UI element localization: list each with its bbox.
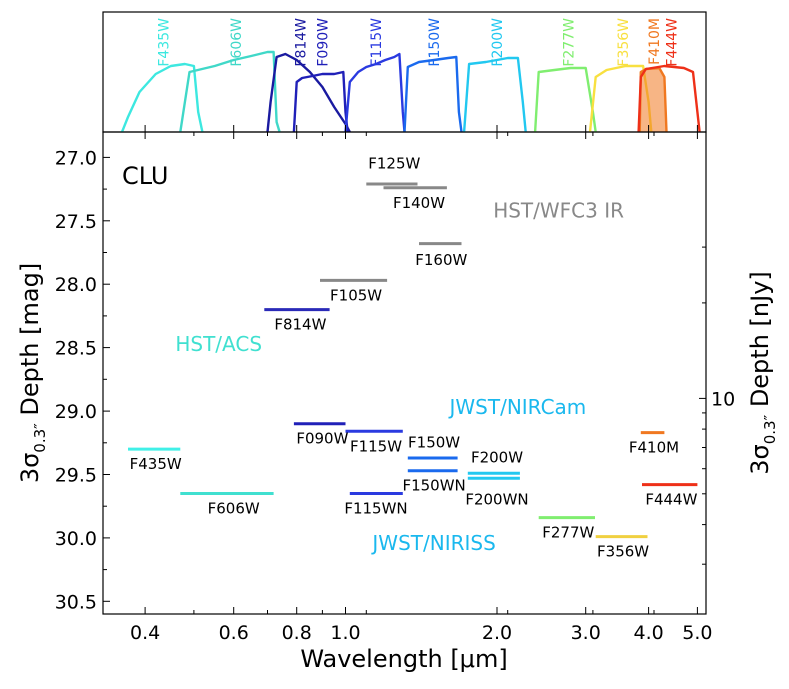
filter-label-f814w: F814W	[293, 18, 309, 67]
group-label-hst-acs: HST/ACS	[175, 332, 262, 356]
depth-label-f606w: F606W	[208, 500, 260, 518]
filter-label-f150w: F150W	[427, 18, 443, 67]
x-tick-label: 5.0	[682, 622, 712, 644]
right-axis-label: 3σ0.3″ Depth [nJy]	[746, 271, 779, 475]
depth-label-f150wn: F150WN	[402, 477, 465, 495]
depth-label-f160w: F160W	[415, 251, 467, 269]
y-tick-label: 30.0	[55, 528, 97, 550]
x-axis-ticks: 0.4 0.6 0.8 1.0 2.0 3.0 4.0 5.0	[130, 125, 713, 644]
depth-label-f090w: F090W	[296, 430, 348, 448]
transmission-curve-f606w	[179, 50, 281, 133]
depth-label-f356w: F356W	[597, 543, 649, 561]
y-tick-label: 27.5	[55, 211, 97, 233]
x-tick-label: 3.0	[571, 622, 601, 644]
x-axis-label: Wavelength [μm]	[300, 645, 507, 673]
right-axis-label-main: 3σ	[746, 444, 774, 474]
y-axis-label-suffix: Depth [mag]	[16, 263, 44, 423]
y-tick-label: 28.0	[55, 274, 97, 296]
filter-transmission-panel: F435W F606W F814W F090W F115W F150W F200W F277W…	[102, 11, 707, 133]
depth-label-f200w: F200W	[471, 449, 523, 467]
depth-label-f150w: F150W	[408, 434, 460, 452]
x-tick-label: 4.0	[633, 622, 663, 644]
depth-panel-frame	[102, 131, 707, 615]
x-tick-label: 0.6	[219, 622, 249, 644]
filter-label-f444w: F444W	[664, 18, 680, 67]
filter-label-f277w: F277W	[561, 18, 577, 67]
right-axis-label-suffix: Depth [nJy]	[746, 271, 774, 415]
y-axis-label-sub: 0.3″	[31, 423, 49, 453]
transmission-curves	[120, 50, 701, 133]
depth-segments	[128, 182, 698, 539]
transmission-curve-f277w	[533, 66, 597, 133]
depth-label-f435w: F435W	[130, 455, 182, 473]
depth-label-f277w: F277W	[542, 524, 594, 542]
filter-label-f606w: F606W	[229, 18, 245, 67]
depth-label-f444w: F444W	[645, 491, 697, 509]
filter-label-f435w: F435W	[156, 18, 172, 67]
x-tick-label: 2.0	[482, 622, 512, 644]
y-tick-label: 30.5	[55, 591, 97, 613]
y-tick-label: 28.5	[55, 338, 97, 360]
transmission-curve-f435w	[120, 62, 204, 133]
depth-label-f125w: F125W	[368, 154, 420, 172]
y-axis-ticks: 27.0 27.5 28.0 28.5 29.0 29.5 30.0 30.5	[55, 147, 110, 613]
y-axis-label: 3σ0.3″ Depth [mag]	[16, 263, 49, 483]
y-axis-label-main: 3σ	[16, 453, 44, 483]
depth-label-f115w: F115W	[350, 437, 402, 455]
filter-label-f200w: F200W	[490, 18, 506, 67]
y-tick-label: 27.0	[55, 147, 97, 169]
y-tick-label: 29.5	[55, 465, 97, 487]
depth-label-f200wn: F200WN	[465, 491, 528, 509]
filter-name-labels: F435W F606W F814W F090W F115W F150W F200W F277W…	[156, 18, 680, 67]
x-tick-label: 0.8	[282, 622, 312, 644]
right-axis-ticks: 10	[699, 246, 735, 565]
transmission-curve-f115w	[344, 52, 406, 133]
transmission-curve-f200w	[462, 56, 527, 133]
depth-label-f410m: F410M	[629, 439, 679, 457]
group-label-jwst-niriss: JWST/NIRISS	[370, 531, 495, 555]
group-label-jwst-nircam: JWST/NIRCam	[448, 395, 587, 419]
right-axis-label-sub: 0.3″	[761, 414, 779, 444]
transmission-curve-f444w	[637, 64, 701, 133]
x-tick-label: 1.0	[330, 622, 360, 644]
transmission-curve-f150w	[403, 55, 463, 133]
transmission-curve-f090w	[292, 70, 349, 133]
filter-label-f090w: F090W	[315, 18, 331, 67]
depth-label-f115wn: F115WN	[344, 500, 407, 518]
transmission-fill-f410m	[639, 68, 667, 132]
panel-title: CLU	[122, 162, 169, 190]
y-tick-label: 29.0	[55, 401, 97, 423]
depth-label-f140w: F140W	[393, 194, 445, 212]
instrument-group-labels: HST/WFC3 IR HST/ACS JWST/NIRCam JWST/NIRISS	[175, 199, 624, 555]
filter-label-f115w: F115W	[369, 18, 385, 67]
filter-label-f410m: F410M	[647, 18, 663, 65]
transmission-curve-f814w	[266, 52, 351, 133]
filter-label-f356w: F356W	[616, 18, 632, 67]
group-label-hst-wfc3-ir: HST/WFC3 IR	[493, 199, 624, 223]
x-tick-label: 0.4	[130, 622, 160, 644]
depth-label-f105w: F105W	[330, 286, 382, 304]
right-tick-label: 10	[711, 388, 735, 410]
depth-label-f814w: F814W	[274, 316, 326, 334]
